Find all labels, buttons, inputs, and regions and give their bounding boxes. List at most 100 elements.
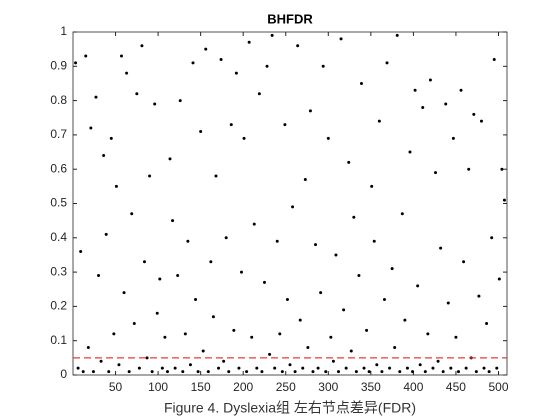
- y-tick-label: 0.9: [50, 58, 67, 72]
- point: [114, 184, 118, 188]
- point: [324, 370, 328, 374]
- point: [342, 308, 346, 312]
- point: [163, 335, 167, 339]
- point: [132, 322, 136, 326]
- y-tick-label: 0.5: [50, 196, 67, 210]
- point: [331, 359, 335, 363]
- point: [423, 370, 427, 374]
- point: [474, 370, 478, 374]
- plot-area: [72, 31, 508, 376]
- point: [490, 236, 494, 240]
- point: [201, 349, 205, 353]
- point: [148, 174, 152, 178]
- point: [173, 366, 177, 370]
- point: [168, 157, 172, 161]
- point: [104, 232, 108, 236]
- point: [285, 298, 289, 302]
- point: [352, 215, 356, 219]
- x-tick-label: 200: [233, 380, 253, 394]
- point: [234, 71, 238, 75]
- point: [472, 112, 476, 116]
- point: [245, 370, 249, 374]
- point: [196, 370, 200, 374]
- point: [421, 105, 425, 109]
- point: [319, 291, 323, 295]
- point: [91, 370, 95, 374]
- point: [127, 370, 131, 374]
- point: [326, 136, 330, 140]
- point: [160, 366, 164, 370]
- point: [303, 177, 307, 181]
- point: [316, 366, 320, 370]
- point: [155, 311, 159, 315]
- point: [130, 212, 134, 216]
- point: [492, 57, 496, 61]
- y-tick-label: 0.4: [50, 230, 67, 244]
- point: [357, 274, 361, 278]
- point: [122, 291, 126, 295]
- point: [451, 136, 455, 140]
- y-tick-label: 0.1: [50, 333, 67, 347]
- point: [252, 222, 256, 226]
- y-tick-label: 1: [60, 24, 67, 38]
- point: [145, 356, 149, 360]
- x-tick-label: 300: [318, 380, 338, 394]
- point: [367, 370, 371, 374]
- point: [347, 160, 351, 164]
- point: [411, 370, 415, 374]
- point: [191, 61, 195, 65]
- point: [377, 119, 381, 123]
- point: [222, 359, 226, 363]
- x-tick-label: 500: [488, 380, 508, 394]
- point: [428, 78, 432, 82]
- x-tick-label: 400: [403, 380, 423, 394]
- point: [308, 109, 312, 113]
- point: [194, 298, 198, 302]
- point: [441, 370, 445, 374]
- point: [337, 370, 341, 374]
- point: [260, 370, 264, 374]
- point: [426, 332, 430, 336]
- point: [188, 363, 192, 367]
- point: [301, 366, 305, 370]
- point: [232, 328, 236, 332]
- point: [436, 359, 440, 363]
- point: [487, 370, 491, 374]
- point: [150, 370, 154, 374]
- point: [227, 370, 231, 374]
- point: [270, 33, 274, 37]
- y-tick-label: 0.6: [50, 161, 67, 175]
- point: [74, 61, 78, 65]
- point: [370, 184, 374, 188]
- point: [204, 47, 208, 51]
- point: [293, 370, 297, 374]
- point: [388, 366, 392, 370]
- point: [439, 246, 443, 250]
- point: [97, 274, 101, 278]
- point: [311, 370, 315, 374]
- point: [86, 346, 90, 350]
- point: [398, 370, 402, 374]
- caption: Figure 4. Dyslexia组 左右节点差异(FDR): [164, 400, 416, 416]
- point: [462, 260, 466, 264]
- point: [375, 363, 379, 367]
- point: [296, 44, 300, 48]
- point: [217, 366, 221, 370]
- point: [344, 366, 348, 370]
- point: [257, 92, 261, 96]
- chart-title: BHFDR: [267, 11, 313, 26]
- point: [206, 370, 210, 374]
- point: [81, 370, 85, 374]
- point: [273, 366, 277, 370]
- point: [178, 99, 182, 103]
- x-tick-label: 350: [361, 380, 381, 394]
- point: [125, 71, 129, 75]
- point: [142, 260, 146, 264]
- point: [365, 328, 369, 332]
- point: [84, 54, 88, 58]
- point: [140, 44, 144, 48]
- point: [477, 294, 481, 298]
- point: [479, 119, 483, 123]
- point: [99, 359, 103, 363]
- point: [288, 363, 292, 367]
